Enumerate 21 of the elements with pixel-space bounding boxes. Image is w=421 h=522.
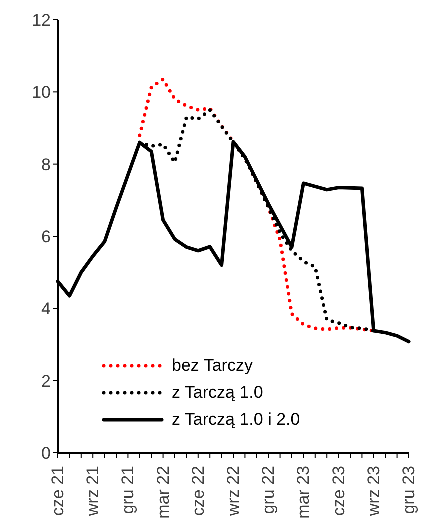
y-tick-label: 12 (32, 11, 51, 30)
legend-label: z Tarczą 1.0 (172, 382, 264, 402)
x-tick-label: wrz 23 (364, 466, 384, 518)
x-tick-label: mar 23 (294, 466, 314, 519)
legend-label: bez Tarczy (172, 356, 253, 376)
y-tick-label: 10 (32, 83, 51, 102)
x-tick-label: wrz 21 (84, 466, 103, 518)
y-tick-label: 0 (42, 444, 51, 464)
x-tick-label: wrz 22 (224, 466, 243, 518)
x-tick-label: mar 22 (154, 466, 173, 519)
x-tick-label: gru 22 (259, 466, 278, 514)
y-tick-label: 4 (42, 300, 51, 319)
x-tick-label: cze 22 (188, 466, 208, 516)
x-tick-label: gru 21 (118, 466, 138, 514)
x-tick-label: cze 21 (48, 466, 68, 516)
legend-label: z Tarczą 1.0 i 2.0 (172, 410, 300, 430)
y-tick-label: 2 (42, 372, 51, 391)
x-tick-label: gru 23 (400, 466, 418, 514)
y-tick-label: 8 (42, 155, 51, 174)
y-tick-label: 6 (42, 228, 51, 247)
x-tick-label: cze 23 (329, 466, 348, 516)
